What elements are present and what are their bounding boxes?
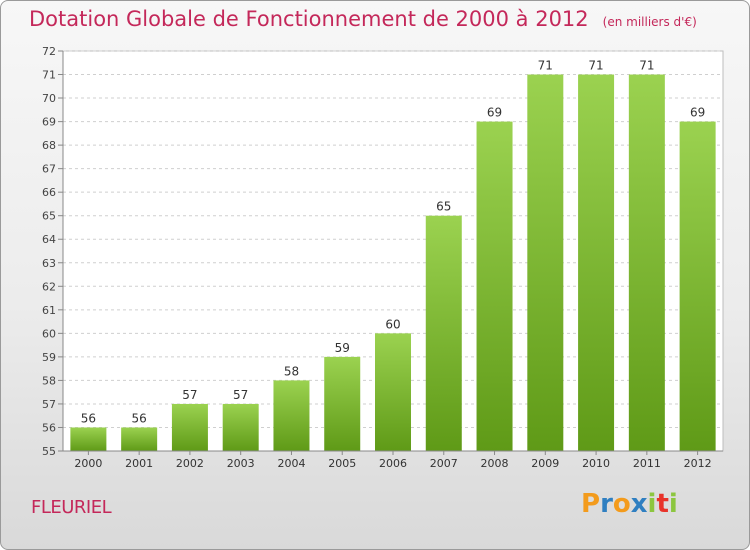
x-tick-label-2008: 2008 <box>481 457 509 470</box>
x-tick-label-2004: 2004 <box>277 457 305 470</box>
logo-letter: o <box>612 489 631 519</box>
x-tick-label-2003: 2003 <box>227 457 255 470</box>
data-label-2006: 60 <box>385 317 400 331</box>
bar-2011 <box>628 74 665 451</box>
bar-2000 <box>70 427 107 451</box>
data-label-2002: 57 <box>182 388 197 402</box>
y-tick-label: 62 <box>42 280 56 293</box>
bar-2001 <box>121 427 158 451</box>
y-tick-label: 60 <box>42 327 56 340</box>
bar-2010 <box>578 74 615 451</box>
bar-2009 <box>527 74 564 451</box>
y-tick-label: 71 <box>42 69 56 82</box>
data-label-2008: 69 <box>487 106 502 120</box>
y-tick-label: 63 <box>42 257 56 270</box>
logo-letter: x <box>630 489 648 519</box>
y-tick-label: 70 <box>42 92 56 105</box>
logo-letter: i <box>668 489 678 519</box>
x-tick-label-2007: 2007 <box>430 457 458 470</box>
y-tick-label: 72 <box>42 45 56 58</box>
data-label-2010: 71 <box>588 59 603 73</box>
logo-letter: t <box>656 489 669 519</box>
y-tick-label: 68 <box>42 139 56 152</box>
data-label-2000: 56 <box>81 411 96 425</box>
y-tick-label: 66 <box>42 186 56 199</box>
bar-2004 <box>273 380 310 451</box>
bar-2005 <box>324 356 361 451</box>
data-label-2005: 59 <box>335 341 350 355</box>
bar-2008 <box>476 121 513 452</box>
bar-2002 <box>171 403 208 451</box>
x-tick-label-2002: 2002 <box>176 457 204 470</box>
y-tick-label: 64 <box>42 233 56 246</box>
y-tick-label: 69 <box>42 116 56 129</box>
x-tick-label-2011: 2011 <box>633 457 661 470</box>
x-tick-label-2010: 2010 <box>582 457 610 470</box>
bar-2007 <box>425 215 462 451</box>
data-label-2001: 56 <box>132 411 147 425</box>
data-label-2011: 71 <box>639 59 654 73</box>
x-tick-label-2001: 2001 <box>125 457 153 470</box>
data-label-2007: 65 <box>436 200 451 214</box>
x-tick-label-2012: 2012 <box>684 457 712 470</box>
x-tick-label-2005: 2005 <box>328 457 356 470</box>
bar-2006 <box>375 333 411 451</box>
data-label-2004: 58 <box>284 364 299 378</box>
x-tick-label-2006: 2006 <box>379 457 407 470</box>
data-label-2012: 69 <box>690 106 705 120</box>
data-label-2009: 71 <box>538 59 553 73</box>
proxiti-logo: Proxiti <box>581 489 678 519</box>
unit-label: (en milliers d'€) <box>602 15 697 29</box>
data-label-2003: 57 <box>233 388 248 402</box>
y-tick-label: 59 <box>42 351 56 364</box>
y-tick-label: 56 <box>42 421 56 434</box>
x-tick-label-2000: 2000 <box>74 457 102 470</box>
bar-2012 <box>679 121 716 452</box>
logo-letter: P <box>581 489 601 519</box>
title-text: Dotation Globale de Fonctionnement de 20… <box>29 7 589 31</box>
y-tick-label: 65 <box>42 210 56 223</box>
chart-title: Dotation Globale de Fonctionnement de 20… <box>29 7 697 31</box>
bar-2003 <box>222 403 259 451</box>
commune-name: FLEURIEL <box>31 497 112 518</box>
y-tick-label: 57 <box>42 398 56 411</box>
logo-letter: r <box>600 489 613 519</box>
y-tick-label: 55 <box>42 445 56 458</box>
y-tick-label: 58 <box>42 374 56 387</box>
y-tick-label: 61 <box>42 304 56 317</box>
x-tick-label-2009: 2009 <box>531 457 559 470</box>
y-tick-label: 67 <box>42 163 56 176</box>
logo-letter: i <box>647 489 657 519</box>
